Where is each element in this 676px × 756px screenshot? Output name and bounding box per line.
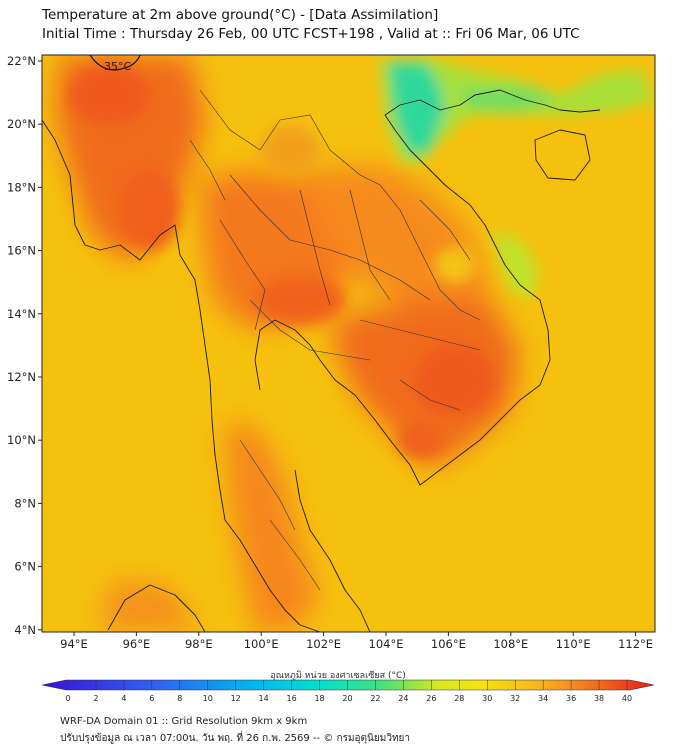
colorbar-tick-label: 30 [482, 694, 492, 703]
colorbar-tick-label: 2 [93, 694, 98, 703]
colorbar-tick-label: 18 [314, 694, 324, 703]
lon-tick-label: 110°E [556, 637, 591, 651]
colorbar-tick-label: 36 [566, 694, 576, 703]
lon-tick-label: 98°E [185, 637, 213, 651]
lon-tick-label: 94°E [60, 637, 88, 651]
lon-tick-label: 112°E [618, 637, 653, 651]
colorbar-tick-label: 32 [510, 694, 520, 703]
footer-resolution: WRF-DA Domain 01 :: Grid Resolution 9km … [60, 716, 308, 727]
colorbar-tick-label: 6 [149, 694, 154, 703]
colorbar-tick-label: 34 [538, 694, 548, 703]
lat-tick-label: 8°N [14, 496, 36, 510]
colorbar-tick-label: 0 [65, 694, 70, 703]
temperature-field: 35°C [42, 55, 655, 632]
colorbar-tick-label: 28 [454, 694, 464, 703]
colorbar-tick-label: 8 [177, 694, 182, 703]
lat-tick-label: 14°N [7, 307, 36, 321]
contour-35 [89, 55, 141, 71]
coastline [42, 89, 601, 632]
latitude-axis: 22°N 20°N 18°N 16°N 14°N 12°N 10°N 8°N 6°N 4°N [7, 54, 42, 637]
colorbar-tick-label: 40 [622, 694, 632, 703]
lat-tick-label: 12°N [7, 370, 36, 384]
colorbar-tick-label: 20 [342, 694, 352, 703]
contour-label: 35°C [104, 60, 131, 73]
colorbar: 0 2 4 6 8 10 12 14 16 18 20 22 24 26 28 30 32 34 36 38 40 [41, 679, 655, 703]
lat-tick-label: 6°N [14, 560, 36, 574]
lat-tick-label: 18°N [7, 180, 36, 194]
lon-tick-label: 102°E [306, 637, 341, 651]
map-title: Temperature at 2m above ground(°C) - [Da… [42, 7, 439, 23]
colorbar-tick-label: 24 [398, 694, 408, 703]
lon-tick-label: 100°E [244, 637, 279, 651]
lat-tick-label: 20°N [7, 117, 36, 131]
lon-tick-label: 106°E [431, 637, 466, 651]
colorbar-tick-label: 10 [203, 694, 213, 703]
map-subtitle: Initial Time : Thursday 26 Feb, 00 UTC F… [42, 26, 580, 42]
lon-tick-label: 108°E [493, 637, 528, 651]
lat-tick-label: 4°N [14, 623, 36, 637]
lat-tick-label: 22°N [7, 54, 36, 68]
lat-tick-label: 10°N [7, 433, 36, 447]
lon-tick-label: 104°E [369, 637, 404, 651]
colorbar-tick-label: 14 [259, 694, 269, 703]
colorbar-tick-label: 38 [594, 694, 604, 703]
colorbar-tick-label: 22 [370, 694, 380, 703]
colorbar-tick-label: 16 [287, 694, 297, 703]
colorbar-ticks: 0 2 4 6 8 10 12 14 16 18 20 22 24 26 28 30 32 34 36 38 40 [65, 680, 632, 703]
map-frame [41, 54, 656, 633]
colorbar-ramp [41, 679, 655, 691]
colorbar-tick-label: 26 [426, 694, 436, 703]
colorbar-label: อุณหภูมิ หน่วย องศาเซลเซียส (°C) [270, 671, 406, 681]
province-borders [189, 89, 481, 591]
footer-update: ปรับปรุงข้อมูล ณ เวลา 07:00น. วัน พฤ. ที… [60, 733, 411, 744]
lon-tick-label: 96°E [123, 637, 151, 651]
colorbar-tick-label: 12 [231, 694, 241, 703]
lat-tick-label: 16°N [7, 244, 36, 258]
longitude-axis: 94°E 96°E 98°E 100°E 102°E 104°E 106°E 108°E 110… [60, 632, 653, 651]
colorbar-tick-label: 4 [121, 694, 126, 703]
